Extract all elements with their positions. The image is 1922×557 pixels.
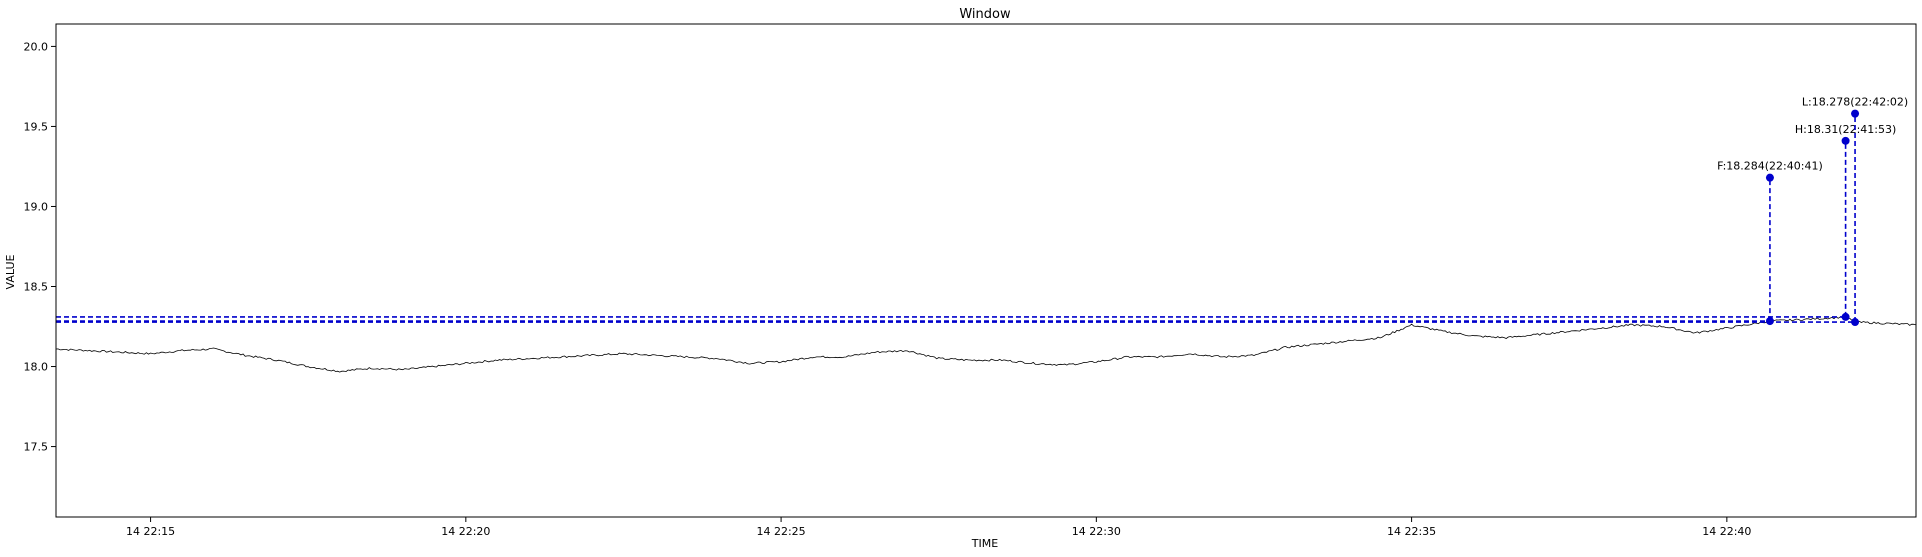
y-tick-label-3: 19.0 <box>24 200 49 213</box>
marker-point-2 <box>1851 318 1860 327</box>
x-tick-label-4: 14 22:35 <box>1387 525 1436 538</box>
x-tick-label-3: 14 22:30 <box>1072 525 1121 538</box>
marker-label-0: F:18.284(22:40:41) <box>1717 160 1823 173</box>
chart-title: Window <box>959 7 1011 22</box>
y-tick-label-1: 18.0 <box>24 361 49 374</box>
y-tick-label-4: 19.5 <box>24 120 49 133</box>
x-tick-label-2: 14 22:25 <box>756 525 805 538</box>
x-tick-label-0: 14 22:15 <box>126 525 175 538</box>
marker-layer: F:18.284(22:40:41) H:18.31(22:41:53) L:18.… <box>56 96 1908 327</box>
x-tick-label-1: 14 22:20 <box>441 525 490 538</box>
plot-frame <box>55 23 1917 518</box>
marker-label-point-0 <box>1765 173 1774 182</box>
y-tick-label-0: 17.5 <box>24 441 49 454</box>
y-tick-label-2: 18.5 <box>24 281 49 294</box>
series-line-0 <box>55 315 1917 373</box>
marker-point-0 <box>1765 317 1774 326</box>
y-axis-label: VALUE <box>4 254 17 289</box>
marker-label-2: L:18.278(22:42:02) <box>1802 96 1908 109</box>
marker-label-point-2 <box>1851 109 1860 118</box>
marker-label-1: H:18.31(22:41:53) <box>1795 123 1896 136</box>
x-tick-label-5: 14 22:40 <box>1702 525 1751 538</box>
x-axis-label: TIME <box>971 537 998 550</box>
marker-point-1 <box>1841 312 1850 321</box>
series-layer <box>55 315 1917 373</box>
marker-label-point-1 <box>1841 136 1850 145</box>
y-tick-label-5: 20.0 <box>24 40 49 53</box>
tick-layer: 14 22:15 14 22:20 14 22:25 14 22:30 14 22:35… <box>24 40 1752 538</box>
